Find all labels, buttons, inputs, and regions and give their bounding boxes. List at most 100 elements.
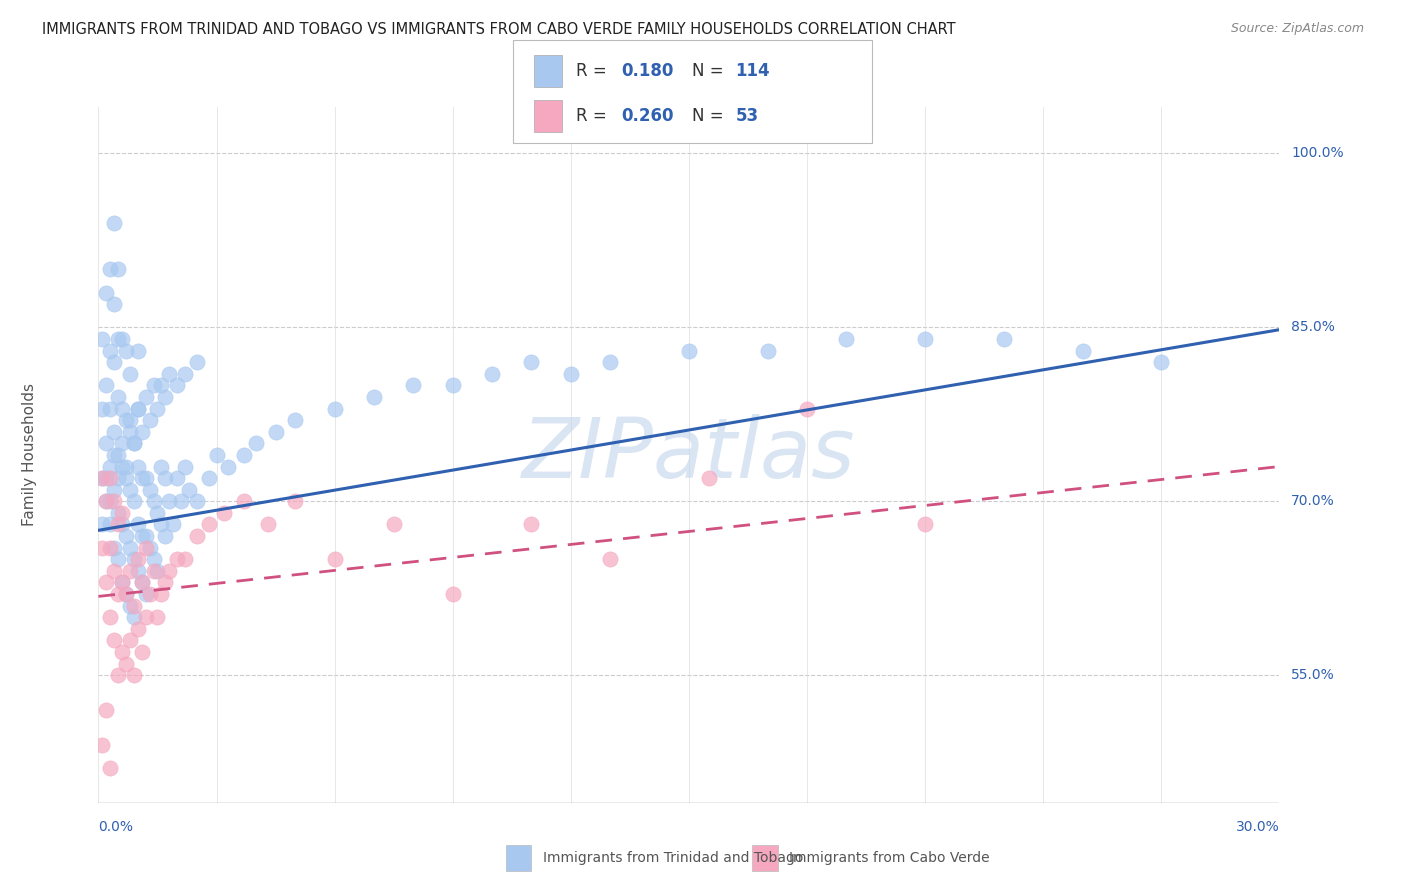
Point <box>98 401 121 416</box>
Point <box>111 645 134 659</box>
Point <box>103 494 125 508</box>
Point <box>402 378 425 392</box>
Point <box>107 517 129 532</box>
Point <box>166 378 188 392</box>
Point <box>155 471 177 485</box>
Text: N =: N = <box>692 62 728 80</box>
Point <box>127 622 149 636</box>
Point <box>245 436 267 450</box>
Point <box>111 575 134 590</box>
Point <box>170 494 193 508</box>
Point <box>150 378 173 392</box>
Point <box>103 297 125 311</box>
Point <box>91 541 114 555</box>
Point <box>107 471 129 485</box>
Point <box>520 517 543 532</box>
Point <box>481 367 503 381</box>
Point <box>914 332 936 346</box>
Point <box>174 552 197 566</box>
Point <box>135 541 157 555</box>
Point <box>103 564 125 578</box>
Point <box>96 285 118 300</box>
Point <box>233 494 256 508</box>
Point <box>138 541 160 555</box>
Point <box>131 575 153 590</box>
Point <box>363 390 385 404</box>
Point <box>138 413 160 427</box>
Point <box>166 471 188 485</box>
Point <box>174 459 197 474</box>
Point <box>150 517 173 532</box>
Point <box>118 541 141 555</box>
Point <box>441 378 464 392</box>
Text: Immigrants from Trinidad and Tobago: Immigrants from Trinidad and Tobago <box>543 851 803 865</box>
Point <box>111 575 134 590</box>
Point <box>111 401 134 416</box>
Text: 53: 53 <box>735 107 758 125</box>
Point <box>96 436 118 450</box>
Point <box>233 448 256 462</box>
Point <box>138 483 160 497</box>
Point <box>146 564 169 578</box>
Point <box>107 552 129 566</box>
Point <box>186 494 208 508</box>
Point <box>115 471 138 485</box>
Point <box>122 668 145 682</box>
Point <box>91 471 114 485</box>
Point <box>127 564 149 578</box>
Point <box>157 564 180 578</box>
Point <box>256 517 278 532</box>
Point <box>98 610 121 624</box>
Text: 0.260: 0.260 <box>621 107 673 125</box>
Point <box>103 216 125 230</box>
Point <box>217 459 239 474</box>
Point <box>118 483 141 497</box>
Point <box>98 471 121 485</box>
Point <box>107 448 129 462</box>
Point <box>157 494 180 508</box>
Point <box>118 599 141 613</box>
Point <box>146 610 169 624</box>
Point <box>560 367 582 381</box>
Point <box>284 413 307 427</box>
Point <box>91 332 114 346</box>
Point <box>678 343 700 358</box>
Point <box>96 378 118 392</box>
Point <box>264 425 287 439</box>
Point <box>284 494 307 508</box>
Point <box>115 459 138 474</box>
Point <box>115 657 138 671</box>
Point <box>177 483 200 497</box>
Point <box>118 367 141 381</box>
Point <box>98 541 121 555</box>
Point <box>155 575 177 590</box>
Point <box>382 517 405 532</box>
Point <box>142 552 165 566</box>
Point <box>197 471 219 485</box>
Point <box>122 494 145 508</box>
Point <box>135 471 157 485</box>
Point <box>122 436 145 450</box>
Text: 30.0%: 30.0% <box>1236 821 1279 834</box>
Text: R =: R = <box>576 62 613 80</box>
Point <box>107 668 129 682</box>
Point <box>127 459 149 474</box>
Point <box>441 587 464 601</box>
Text: 85.0%: 85.0% <box>1291 320 1336 334</box>
Point <box>1150 355 1173 369</box>
Text: 55.0%: 55.0% <box>1291 668 1336 682</box>
Point <box>186 529 208 543</box>
Text: 0.180: 0.180 <box>621 62 673 80</box>
Point <box>107 506 129 520</box>
Point <box>115 587 138 601</box>
Point <box>138 587 160 601</box>
Point <box>98 459 121 474</box>
Text: 114: 114 <box>735 62 770 80</box>
Text: Family Households: Family Households <box>22 384 38 526</box>
Point <box>131 425 153 439</box>
Point <box>96 494 118 508</box>
Point <box>155 529 177 543</box>
Point <box>107 332 129 346</box>
Point <box>131 529 153 543</box>
Point <box>323 401 346 416</box>
